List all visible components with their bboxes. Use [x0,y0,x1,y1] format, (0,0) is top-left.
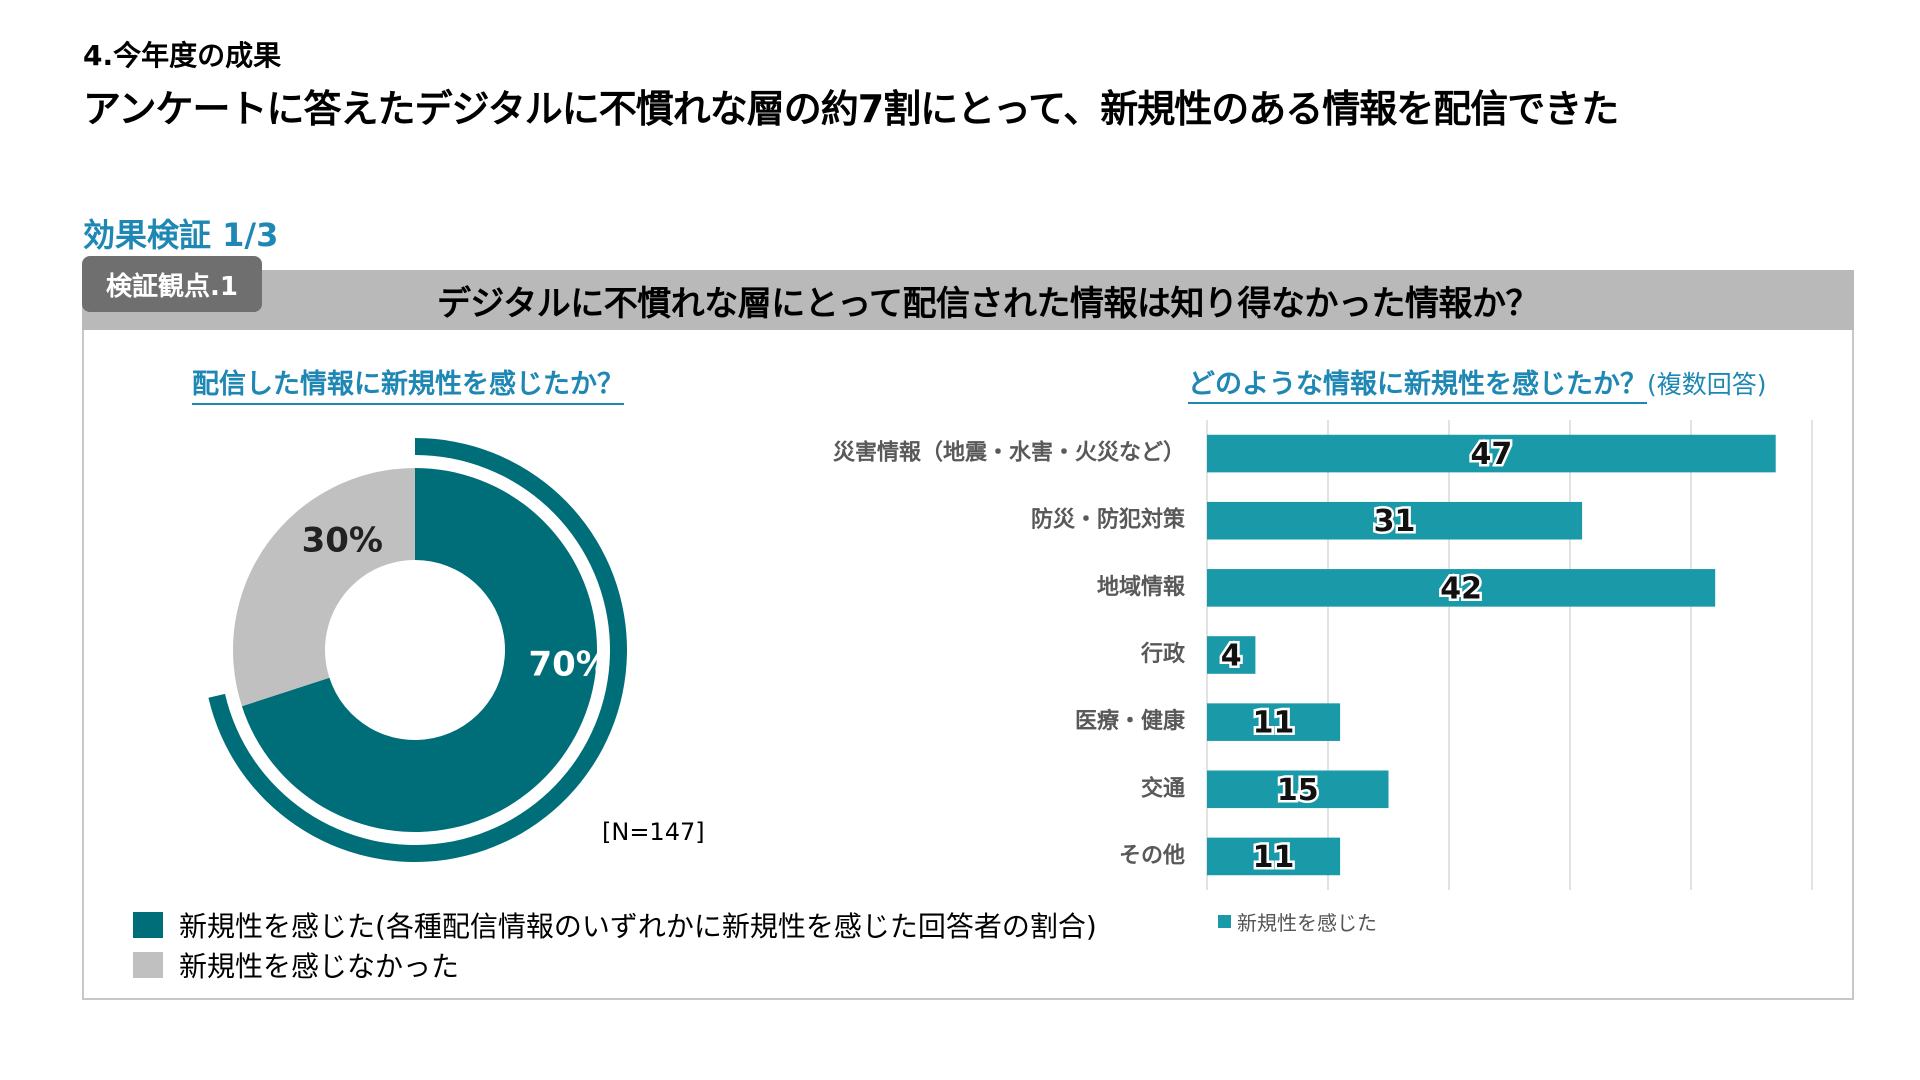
donut-slice-1 [232,468,415,707]
bar-category-label: 行政 [1140,641,1186,667]
panel-header: デジタルに不慣れな層にとって配信された情報は知り得なかった情報か？ [82,270,1854,330]
bar-question-note: (複数回答) [1647,370,1767,399]
bar-legend-swatch [1218,915,1231,928]
donut-question: 配信した情報に新規性を感じたか？ [192,362,624,405]
bar-chart: 災害情報（地震・水害・火災など） 47 防災・防犯対策 31 地域情報 42 行政 4 医療・健… [833,420,1813,890]
panel-question: デジタルに不慣れな層にとって配信された情報は知り得なかった情報か？ [436,283,1540,324]
bar-6 [1207,837,1341,876]
bar-value-label: 11 [1253,706,1295,741]
bar-category-label: 医療・健康 [1075,708,1186,734]
bar-category-label: 災害情報（地震・水害・火災など） [833,440,1185,466]
sample-size-label: [N=147] [602,818,705,846]
bar-value-label: 4 [1221,639,1242,674]
bar-5 [1207,770,1389,809]
donut-slice-0 [241,468,597,832]
legend-row-felt: 新規性を感じた(各種配信情報のいずれかに新規性を感じた回答者の割合) [133,905,1097,945]
bar-category-label: 交通 [1141,775,1185,801]
bar-question-text: どのような情報に新規性を感じたか？ [1188,369,1647,404]
donut-label-felt: 70% [528,645,609,685]
bar-1 [1207,501,1583,540]
legend-label-not-felt: 新規性を感じなかった [179,950,460,983]
bar-category-label: 地域情報 [1097,574,1186,600]
bar-value-label: 31 [1374,504,1416,539]
bar-3 [1207,636,1256,674]
bar-value-label: 47 [1470,437,1512,472]
legend-row-not-felt: 新規性を感じなかった [133,945,1097,985]
bar-value-label: 42 [1440,571,1482,606]
bar-category-label: その他 [1119,843,1185,868]
legend-swatch-felt [133,912,163,938]
donut-chart: 70% 30% [208,438,628,862]
bar-0 [1207,434,1776,473]
bar-value-label: 11 [1253,840,1295,875]
legend-label-felt: 新規性を感じた(各種配信情報のいずれかに新規性を感じた回答者の割合) [179,910,1097,943]
viewpoint-badge: 検証観点.1 [82,256,262,312]
donut-legend: 新規性を感じた(各種配信情報のいずれかに新規性を感じた回答者の割合) 新規性を感… [133,905,1097,985]
bar-category-label: 防災・防犯対策 [1031,507,1186,533]
bar-2 [1207,569,1716,607]
bar-question: どのような情報に新規性を感じたか？(複数回答) [1188,362,1767,404]
bar-4 [1207,703,1341,741]
bar-legend: 新規性を感じた [1218,907,1377,936]
bar-legend-label: 新規性を感じた [1237,911,1377,935]
section-label: 4.今年度の成果 [83,39,282,72]
donut-label-not-felt: 30% [302,521,383,561]
legend-swatch-not-felt [133,952,163,978]
verification-title: 効果検証 1/3 [83,216,279,254]
bar-value-label: 15 [1277,773,1319,808]
page-headline: アンケートに答えたデジタルに不慣れな層の約7割にとって、新規性のある情報を配信で… [83,87,1619,131]
